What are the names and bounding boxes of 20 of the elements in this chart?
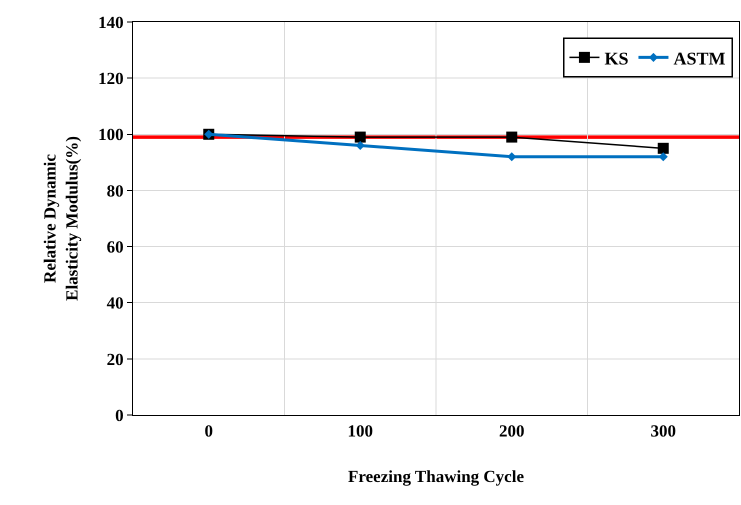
y-tick-label: 0: [115, 406, 124, 425]
y-tick-label: 120: [98, 69, 124, 88]
x-tick-label: 200: [499, 421, 524, 440]
y-tick-label: 100: [98, 125, 124, 144]
y-axis-title: Relative Dynamic Elasticity Modulus(%): [40, 136, 82, 301]
legend-label: ASTM: [673, 48, 726, 68]
y-tick-label: 20: [106, 350, 124, 369]
point: [658, 142, 669, 154]
y-tick-label: 140: [98, 12, 124, 32]
x-tick-label: 0: [204, 421, 213, 440]
legend-label: KS: [604, 48, 628, 68]
point: [356, 140, 365, 150]
y-tick-label: 40: [106, 294, 124, 313]
x-tick-label: 300: [650, 421, 676, 440]
x-tick-label: 100: [348, 421, 373, 440]
point: [506, 132, 518, 143]
point: [354, 132, 366, 143]
y-tick-label: 80: [106, 181, 124, 200]
x-axis-title: Freezing Thawing Cycle: [348, 466, 524, 486]
y-tick-label: 60: [106, 238, 124, 257]
